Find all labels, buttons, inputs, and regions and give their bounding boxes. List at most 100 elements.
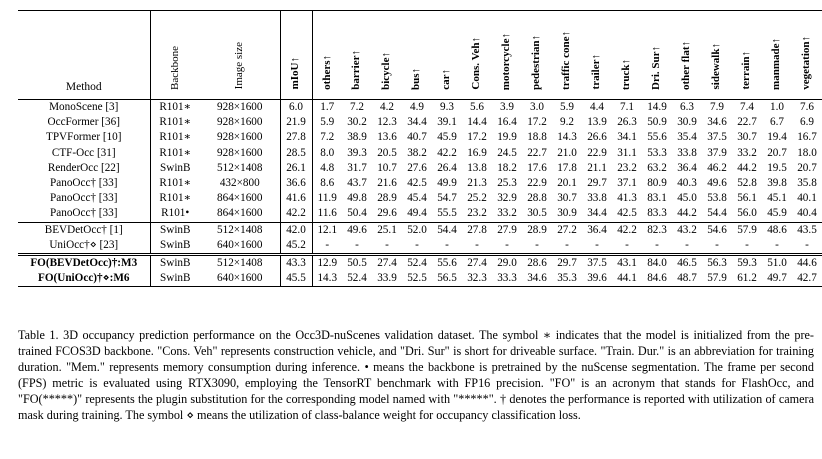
class-value-cell: 41.3 [617, 192, 637, 205]
class-value-cell: 33.2 [737, 146, 757, 159]
image-size-cell: 928×1600 [200, 145, 281, 161]
header-class: motorcycle↑ [492, 10, 522, 100]
class-value-cell: 50.9 [647, 116, 667, 129]
header-class: terrain↑ [732, 10, 762, 100]
class-value-cell: 30.5 [527, 207, 547, 220]
class-value-cell: 44.2 [677, 207, 697, 220]
class-value-cell: 19.4 [767, 131, 787, 144]
class-value-cell: - [745, 238, 749, 251]
class-value-cell: 4.8 [320, 161, 335, 174]
class-value-cell: 21.1 [587, 161, 607, 174]
class-value-cell: 45.1 [767, 192, 787, 205]
header-class: traffic cone↑ [552, 10, 582, 100]
class-value-cell: 83.1 [647, 192, 667, 205]
class-value-cell: 40.3 [677, 177, 697, 190]
class-value-cell: 50.5 [342, 253, 372, 272]
class-value-cell: 27.2 [552, 221, 582, 238]
method-cell: FO(UniOcc)†⋄:M6 [18, 271, 151, 288]
header-class: bus↑ [402, 10, 432, 100]
class-value-cell: 48.7 [672, 271, 702, 288]
class-value-cell: 55.5 [437, 207, 457, 220]
class-value-cell: 20.1 [557, 177, 577, 190]
method-cell: UniOcc†⋄ [23] [18, 237, 151, 255]
header-row: Method Backbone Image size mIoU↑ others↑… [18, 10, 822, 100]
class-value-cell: 56.3 [702, 253, 732, 272]
class-value-cell: 57.9 [732, 221, 762, 238]
class-value-cell: - [475, 238, 479, 251]
miou-cell: 45.5 [280, 271, 313, 288]
class-value-cell: 27.4 [462, 253, 492, 272]
miou-cell: 42.2 [280, 206, 313, 223]
class-value-cell: 33.9 [372, 271, 402, 288]
class-value-cell: 52.4 [402, 253, 432, 272]
header-class: car↑ [432, 10, 462, 100]
class-value-cell: 11.6 [317, 207, 337, 220]
method-cell: RenderOcc [22] [18, 160, 151, 177]
method-cell: MonoScene [3] [18, 99, 151, 116]
class-value-cell: 25.2 [467, 192, 487, 205]
class-value-cell: 82.3 [642, 221, 672, 238]
class-value-cell: 56.5 [432, 271, 462, 288]
header-class: Cons. Veh↑ [462, 10, 492, 100]
class-value-cell: 25.1 [372, 221, 402, 238]
class-value-cell: 57.9 [702, 271, 732, 288]
class-value-cell: 31.1 [617, 146, 637, 159]
class-value-cell: 52.8 [737, 177, 757, 190]
method-cell: FO(BEVDetOcc)†:M3 [18, 253, 151, 272]
class-value-cell: 17.2 [467, 131, 487, 144]
class-value-cell: 27.9 [492, 221, 522, 238]
class-value-cell: 30.7 [737, 131, 757, 144]
class-value-cell: 35.3 [552, 271, 582, 288]
class-value-cell: 21.6 [377, 177, 397, 190]
miou-cell: 45.2 [280, 237, 313, 255]
class-value-cell: 5.6 [470, 101, 484, 113]
class-value-cell: 35.4 [677, 131, 697, 144]
table-row: TPVFormer [10] R101∗ 928×1600 27.8 7.2 38.9 13… [18, 130, 822, 146]
backbone-cell: SwinB [160, 238, 191, 251]
class-value-cell: 44.1 [612, 271, 642, 288]
class-value-cell: 28.8 [527, 192, 547, 205]
class-value-cell: - [325, 238, 330, 251]
class-value-cell: 40.1 [797, 192, 817, 205]
class-value-cell: 6.9 [800, 116, 814, 129]
class-value-cell: 22.9 [527, 177, 547, 190]
method-cell: CTF-Occ [31] [18, 145, 151, 161]
miou-cell: 21.9 [280, 115, 313, 131]
miou-cell: 43.3 [280, 253, 313, 272]
class-value-cell: 27.4 [372, 253, 402, 272]
header-class: others↑ [312, 10, 342, 100]
header-class: pedestrian↑ [522, 10, 552, 100]
header-image-size: Image size [200, 10, 281, 100]
table-row: PanoOcc† [33] R101∗ 432×800 36.6 8.6 43.7 21.6… [18, 176, 822, 192]
class-value-cell: 1.0 [770, 101, 784, 113]
header-class: other flat↑ [672, 10, 702, 100]
class-value-cell: 26.6 [587, 131, 607, 144]
header-backbone: Backbone [150, 10, 200, 100]
image-size-cell: 432×800 [200, 176, 281, 192]
class-value-cell: 30.9 [557, 207, 577, 220]
class-value-cell: - [685, 238, 689, 251]
class-value-cell: - [595, 238, 599, 251]
miou-cell: 27.8 [280, 130, 313, 146]
class-value-cell: 54.4 [707, 207, 727, 220]
class-value-cell: - [625, 238, 629, 251]
header-class: Dri. Sur↑ [642, 10, 672, 100]
class-value-cell: 9.3 [440, 101, 454, 113]
backbone-cell: R101∗ [159, 192, 192, 205]
backbone-cell: R101∗ [159, 116, 192, 129]
image-size-cell: 864×1600 [200, 206, 281, 223]
header-method: Method [18, 10, 151, 100]
class-value-cell: 84.0 [642, 253, 672, 272]
class-value-cell: 19.5 [767, 161, 787, 174]
method-cell: TPVFormer [10] [18, 130, 151, 146]
class-value-cell: 44.6 [792, 253, 822, 272]
class-value-cell: 34.6 [707, 116, 727, 129]
class-value-cell: 33.8 [587, 192, 607, 205]
class-value-cell: 49.7 [762, 271, 792, 288]
backbone-cell: SwinB [150, 271, 200, 288]
class-value-cell: 20.7 [797, 161, 817, 174]
table-row: MonoScene [3] R101∗ 928×1600 6.0 1.7 7.2 4.2 4.… [18, 99, 822, 116]
image-size-cell: 928×1600 [200, 130, 281, 146]
class-value-cell: 14.9 [647, 101, 667, 113]
class-value-cell: 6.7 [770, 116, 784, 129]
